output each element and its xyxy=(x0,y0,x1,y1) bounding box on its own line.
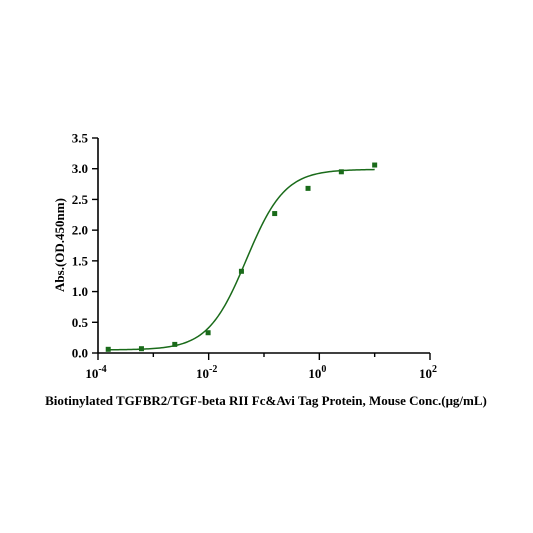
y-tick-label: 0.5 xyxy=(72,315,89,330)
x-tick-label: 100 xyxy=(308,364,326,381)
data-point xyxy=(172,341,178,347)
x-tick-label: 102 xyxy=(419,364,437,381)
y-axis: 0.0 0.5 1.0 1.5 2.0 2.5 3.0 3.5 xyxy=(72,131,99,361)
data-point xyxy=(272,211,278,217)
data-point xyxy=(105,346,111,352)
x-ticks: 10-4 10-2 100 102 xyxy=(85,353,437,381)
fit-curve xyxy=(108,168,375,351)
y-axis-title: Abs.(OD.450nm) xyxy=(52,198,67,292)
data-point xyxy=(372,162,378,168)
data-point xyxy=(305,185,311,191)
y-tick-label: 3.0 xyxy=(72,161,88,176)
data-point xyxy=(205,330,211,336)
y-tick-label: 2.0 xyxy=(72,223,88,238)
data-points xyxy=(105,162,378,352)
y-tick-label: 0.0 xyxy=(72,346,88,361)
x-tick-label: 10-4 xyxy=(85,364,106,381)
y-ticks: 0.0 0.5 1.0 1.5 2.0 2.5 3.0 3.5 xyxy=(72,131,98,361)
data-point xyxy=(138,346,144,352)
x-axis: 10-4 10-2 100 102 xyxy=(85,352,437,381)
data-point xyxy=(238,268,244,274)
data-point xyxy=(338,169,344,175)
x-tick-label: 10-2 xyxy=(196,364,217,381)
y-tick-label: 3.5 xyxy=(72,131,89,146)
y-tick-label: 2.5 xyxy=(72,192,89,207)
y-tick-label: 1.5 xyxy=(72,253,89,268)
y-tick-label: 1.0 xyxy=(72,284,88,299)
x-axis-title: Biotinylated TGFBR2/TGF-beta RII Fc&Avi … xyxy=(45,393,487,408)
